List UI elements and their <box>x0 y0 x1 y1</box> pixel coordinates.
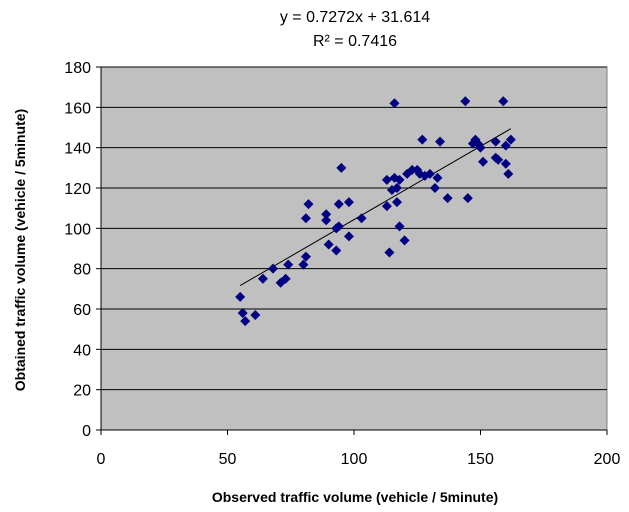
point <box>303 199 314 210</box>
point <box>343 197 354 208</box>
point <box>280 273 291 284</box>
point <box>323 239 334 250</box>
point <box>417 134 428 145</box>
point <box>268 263 279 274</box>
point <box>381 201 392 212</box>
point <box>333 221 344 232</box>
point <box>478 156 489 167</box>
y-tick-label: 80 <box>73 262 91 279</box>
point <box>381 174 392 185</box>
y-tick-label: 60 <box>73 302 91 319</box>
point <box>333 199 344 210</box>
point <box>498 96 509 107</box>
point <box>392 197 403 208</box>
x-tick-label: 150 <box>467 451 494 468</box>
point <box>336 162 347 173</box>
point <box>432 172 443 183</box>
chart-subtitle: R² = 0.7416 <box>313 33 397 50</box>
point <box>237 308 248 319</box>
point <box>283 259 294 270</box>
point <box>429 183 440 193</box>
plot-area <box>100 66 608 431</box>
point <box>394 221 405 232</box>
y-tick-label: 160 <box>64 100 91 117</box>
point <box>389 98 400 109</box>
point <box>407 164 418 175</box>
y-tick-label: 0 <box>82 423 91 440</box>
point <box>503 168 514 179</box>
point <box>392 183 403 193</box>
y-tick-label: 100 <box>64 221 91 238</box>
point <box>394 174 405 185</box>
point <box>321 215 332 226</box>
x-tick-label: 200 <box>594 451 621 468</box>
chart-title: y = 0.7272x + 31.614 <box>280 9 430 26</box>
point <box>399 235 410 246</box>
y-axis-title: Obtained traffic volume (vehicle / 5minu… <box>12 109 28 391</box>
y-tick-label: 180 <box>64 60 91 77</box>
point <box>300 213 311 224</box>
point <box>240 316 251 327</box>
point <box>300 251 311 262</box>
y-tick-label: 120 <box>64 181 91 198</box>
y-tick-label: 20 <box>73 383 91 400</box>
point <box>505 134 516 145</box>
point <box>298 259 309 270</box>
trendline <box>239 128 512 287</box>
point <box>500 140 511 151</box>
point <box>475 142 486 153</box>
point <box>321 209 332 220</box>
point <box>435 136 446 147</box>
point <box>462 193 473 204</box>
point <box>424 168 435 179</box>
point <box>356 213 367 224</box>
point <box>257 273 268 284</box>
x-axis-title: Observed traffic volume (vehicle / 5minu… <box>212 489 498 505</box>
point <box>235 291 246 302</box>
point <box>331 245 342 256</box>
x-tick-label: 0 <box>97 451 106 468</box>
point <box>343 231 354 242</box>
y-tick-label: 40 <box>73 342 91 359</box>
point <box>384 247 395 258</box>
x-tick-label: 100 <box>341 451 368 468</box>
point <box>490 136 501 147</box>
point <box>493 154 504 165</box>
point <box>442 193 453 204</box>
point <box>250 310 261 321</box>
point <box>460 96 471 107</box>
point <box>500 158 511 169</box>
y-tick-label: 140 <box>64 141 91 158</box>
x-tick-label: 50 <box>219 451 237 468</box>
